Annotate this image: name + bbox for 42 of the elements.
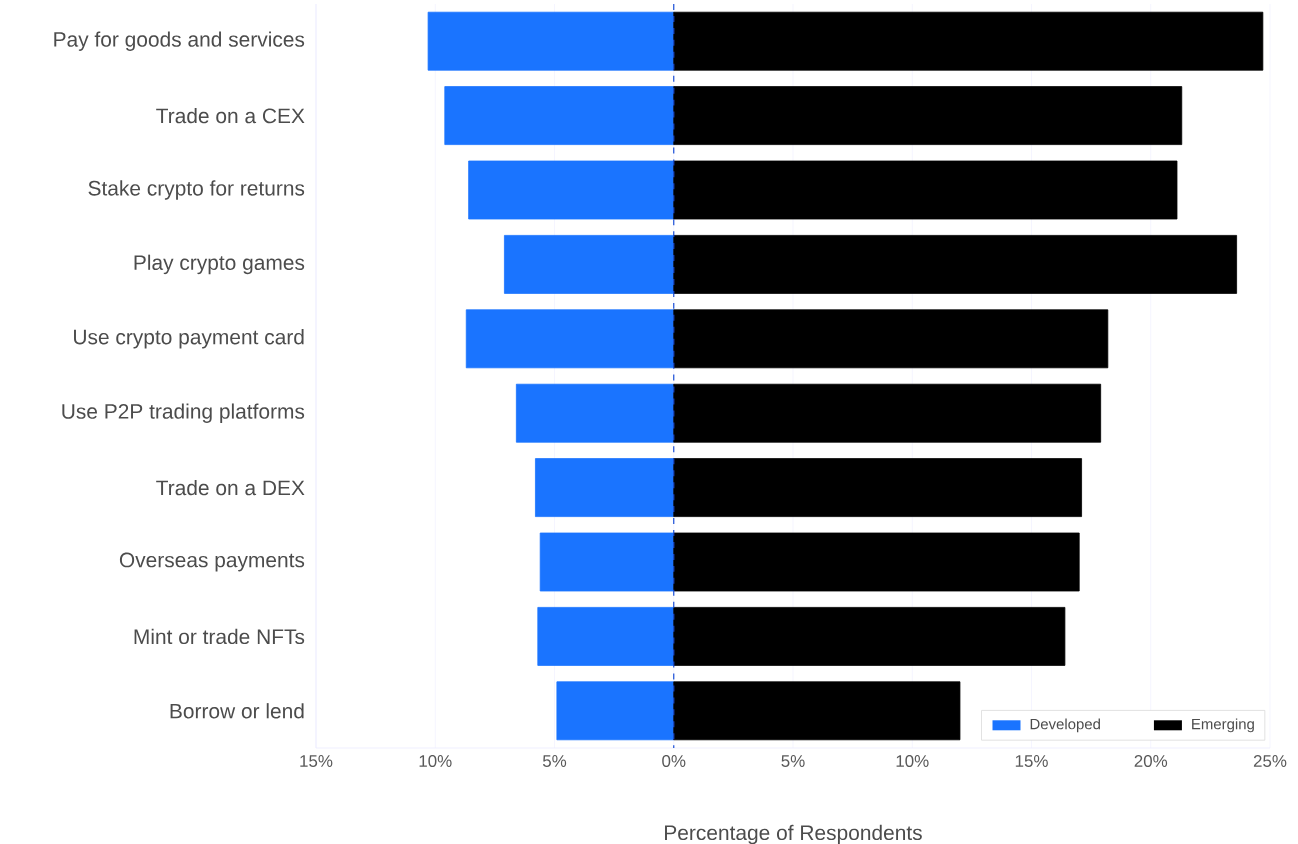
y-tick-label: Stake crypto for returns bbox=[88, 180, 305, 200]
bar bbox=[539, 532, 675, 592]
bar bbox=[673, 86, 1183, 145]
bar bbox=[535, 458, 675, 517]
bar bbox=[556, 681, 675, 741]
x-tick-label: 15% bbox=[300, 755, 333, 767]
y-tick-label: Trade on a DEX bbox=[156, 479, 305, 496]
bar bbox=[468, 160, 675, 220]
bar bbox=[515, 383, 675, 443]
x-tick-label: 0% bbox=[662, 755, 686, 768]
y-tick-label: Borrow or lend bbox=[170, 703, 304, 719]
x-tick-label: 25% bbox=[1253, 755, 1287, 768]
y-tick-label: Trade on a CEX bbox=[156, 107, 305, 124]
bar bbox=[465, 309, 675, 369]
x-tick-label: 10% bbox=[419, 755, 452, 768]
bar bbox=[537, 607, 675, 666]
x-tick-label: 20% bbox=[1134, 755, 1168, 768]
bar bbox=[673, 383, 1102, 443]
bar bbox=[504, 235, 675, 294]
legend-label: Developed bbox=[1030, 718, 1100, 733]
x-tick-label: 15% bbox=[1015, 755, 1048, 767]
bar bbox=[673, 160, 1178, 220]
bar bbox=[673, 681, 961, 741]
y-tick-label: Play crypto games bbox=[134, 254, 305, 275]
bar bbox=[673, 11, 1264, 71]
x-tick-label: 5% bbox=[781, 755, 805, 767]
legend-label: Emerging bbox=[1192, 718, 1254, 733]
x-axis-title: Percentage of Respondents bbox=[665, 824, 922, 844]
y-tick-label: Mint or trade NFTs bbox=[134, 628, 305, 645]
x-tick-label: 10% bbox=[896, 755, 929, 768]
y-tick-label: Use P2P trading platforms bbox=[62, 403, 305, 423]
y-tick-label: Use crypto payment card bbox=[74, 329, 304, 349]
bar bbox=[673, 458, 1082, 517]
bar bbox=[673, 235, 1238, 294]
x-tick-label: 5% bbox=[542, 755, 567, 767]
y-tick-label: Pay for goods and services bbox=[54, 31, 305, 51]
bar bbox=[427, 11, 675, 71]
y-tick-label: Overseas payments bbox=[119, 552, 305, 572]
bar bbox=[673, 532, 1080, 592]
bar bbox=[673, 607, 1066, 666]
bar bbox=[673, 309, 1109, 369]
bar bbox=[444, 86, 675, 145]
